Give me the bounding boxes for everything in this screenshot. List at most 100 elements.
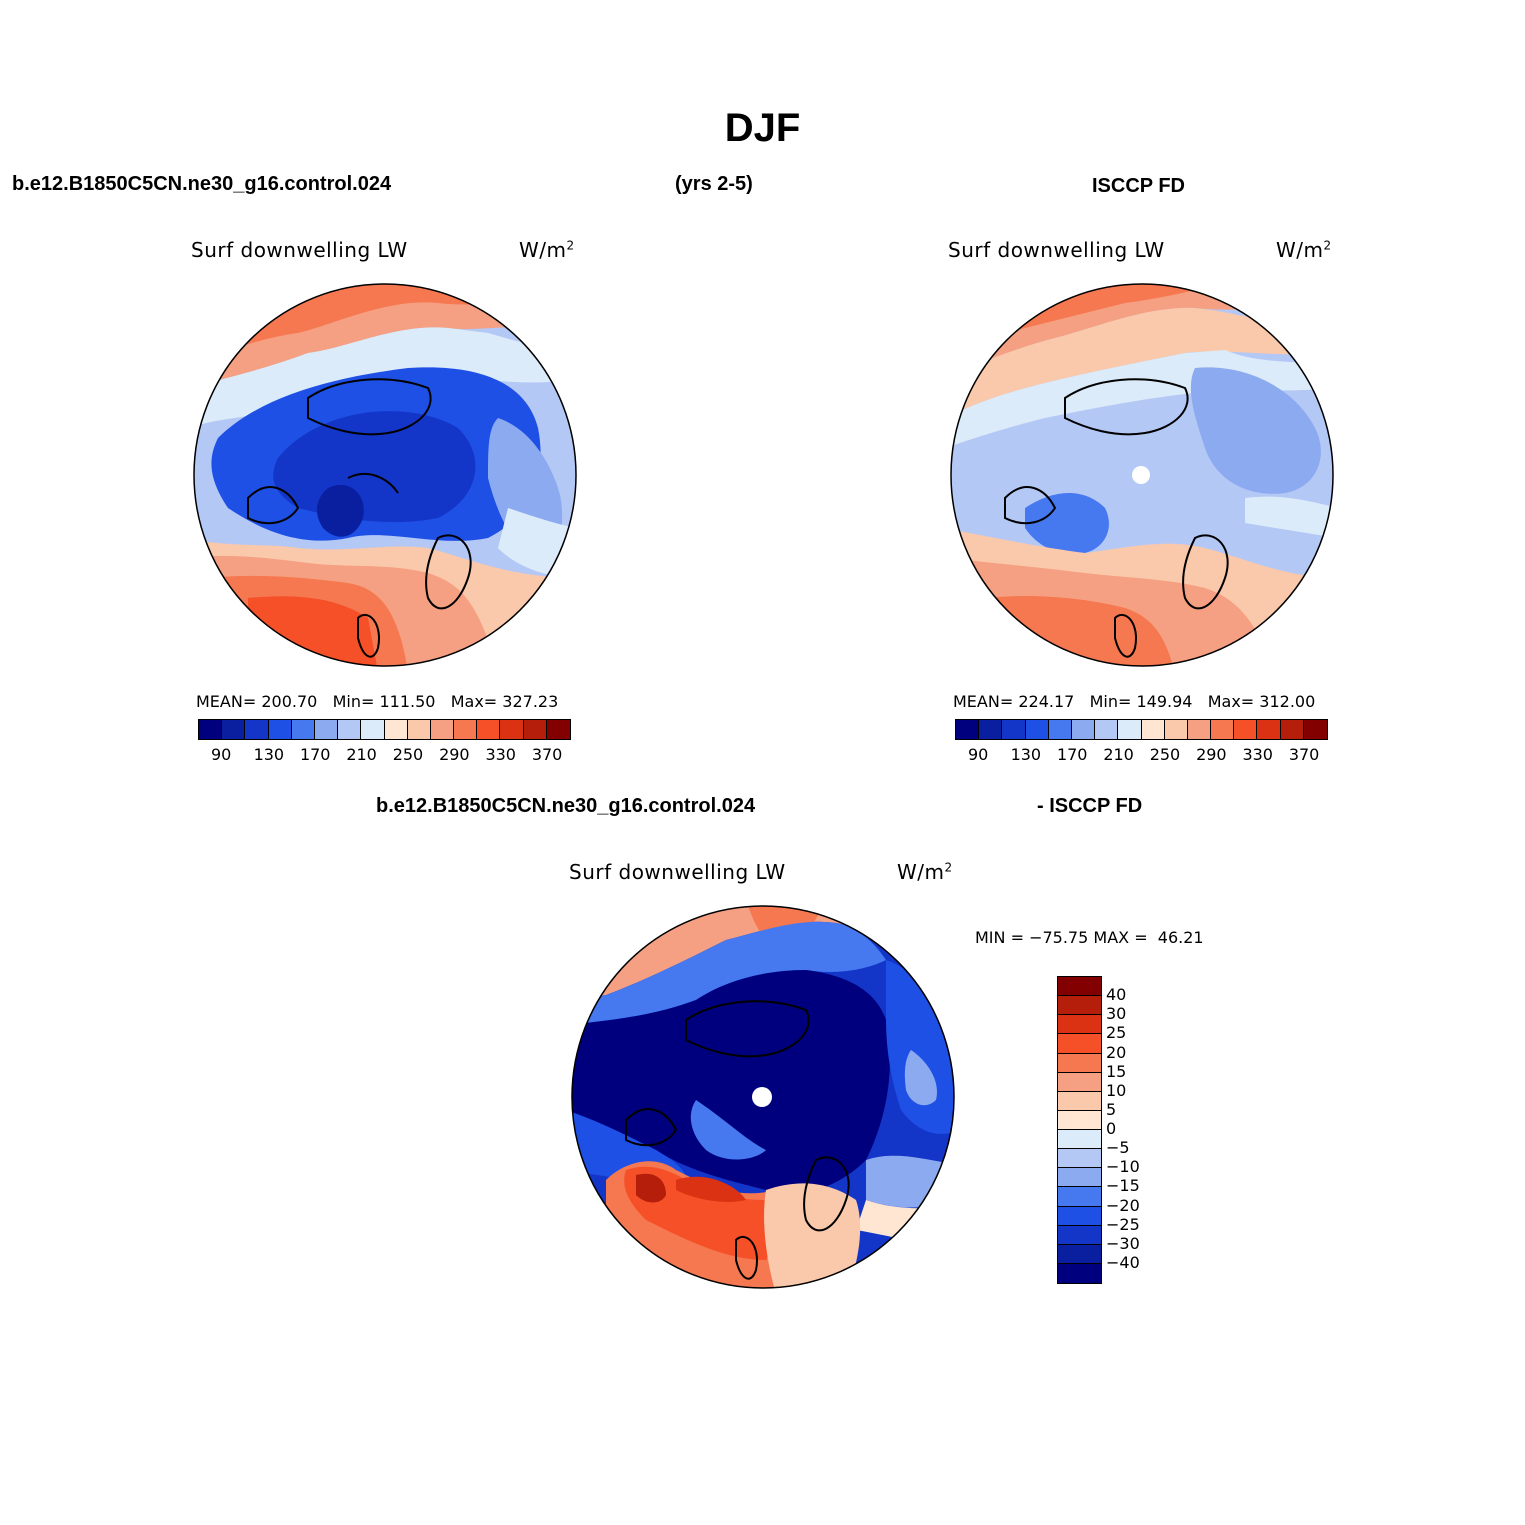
colorbar-tick-label: −15 [1106,1176,1140,1196]
colorbar-swatch [546,720,570,739]
panel2-stats: MEAN= 224.17 Min= 149.94 Max= 312.00 [953,692,1316,711]
colorbar-tick-label: 250 [392,745,424,764]
colorbar-swatch [245,720,269,739]
colorbar-tick-label: 25 [1106,1023,1127,1043]
colorbar-swatch [1058,1110,1101,1130]
colorbar-tick-label: 330 [485,745,516,764]
colorbar-tick-label: 290 [1196,745,1227,764]
diff-case-right: - ISCCP FD [1037,795,1143,817]
panel2-colorbar [955,719,1328,740]
colorbar-tick-label: 40 [1106,985,1127,1005]
colorbar-tick-label: −40 [1106,1252,1140,1272]
colorbar-swatch [1071,720,1096,739]
panel1-units: W/m2 [519,238,575,262]
colorbar-swatch [407,720,431,739]
colorbar-swatch [1058,1072,1101,1092]
colorbar-swatch [1058,1244,1101,1264]
colorbar-swatch [1058,1225,1101,1245]
colorbar-tick-label: 210 [1103,745,1134,764]
page-title: DJF [724,106,801,150]
colorbar-tick-label: 15 [1106,1061,1127,1081]
colorbar-tick-label: 170 [299,745,331,764]
colorbar-swatch [1058,977,1101,997]
colorbar-swatch [338,720,362,739]
colorbar-swatch [361,720,385,739]
colorbar-swatch [291,720,315,739]
panel3-polar-map [571,905,955,1289]
panel1-polar-map [193,283,577,667]
colorbar-tick-label: 5 [1106,1099,1117,1119]
colorbar-tick-label: 20 [1106,1042,1127,1062]
colorbar-swatch [1058,1091,1101,1111]
colorbar-swatch [1048,720,1072,739]
colorbar-swatch [1002,720,1026,739]
colorbar-swatch [500,720,524,739]
colorbar-swatch [1058,1168,1101,1188]
colorbar-swatch [1058,1034,1101,1054]
colorbar-swatch [1058,1015,1101,1035]
colorbar-tick-label: 0 [1106,1119,1117,1138]
colorbar-swatch [268,720,292,739]
panel1-field-label: Surf downwelling LW [191,238,408,262]
case-name-left: b.e12.B1850C5CN.ne30_g16.control.024 [12,173,392,195]
colorbar-swatch [1164,720,1188,739]
colorbar-tick-label: −10 [1106,1157,1140,1177]
colorbar-tick-label: 290 [439,745,470,764]
colorbar-swatch [1141,720,1165,739]
colorbar-swatch [1280,720,1304,739]
colorbar-swatch [1058,1263,1101,1283]
panel2-polar-map [950,283,1334,667]
panel1-colorbar [198,719,571,740]
colorbar-swatch [477,720,501,739]
colorbar-tick-label: 130 [1010,745,1042,764]
colorbar-swatch [384,720,408,739]
colorbar-swatch [956,720,980,739]
colorbar-swatch [199,720,223,739]
colorbar-tick-label: 30 [1106,1004,1127,1024]
colorbar-swatch [523,720,547,739]
obs-name-right: ISCCP FD [1092,175,1185,197]
colorbar-swatch [979,720,1003,739]
panel1-stats: MEAN= 200.70 Min= 111.50 Max= 327.23 [196,692,559,711]
colorbar-tick-label: 370 [1288,745,1320,764]
colorbar-tick-label: 130 [253,745,285,764]
colorbar-tick-label: 330 [1242,745,1273,764]
panel3-units: W/m2 [897,860,953,884]
colorbar-tick-label: 250 [1149,745,1181,764]
colorbar-tick-label: −25 [1106,1214,1140,1234]
colorbar-tick-label: 90 [968,745,989,764]
colorbar-tick-label: 170 [1056,745,1088,764]
colorbar-swatch [1187,720,1212,739]
years-label: (yrs 2-5) [675,173,753,195]
colorbar-swatch [1234,720,1258,739]
colorbar-tick-label: 10 [1106,1080,1127,1100]
colorbar-swatch [1058,1206,1101,1226]
colorbar-swatch [222,720,246,739]
colorbar-swatch [1211,720,1235,739]
panel2-units: W/m2 [1276,238,1332,262]
colorbar-swatch [1303,720,1327,739]
colorbar-swatch [1025,720,1049,739]
panel3-colorbar [1057,976,1102,1284]
colorbar-swatch [1257,720,1281,739]
panel2-field-label: Surf downwelling LW [948,238,1165,262]
diff-case-left: b.e12.B1850C5CN.ne30_g16.control.024 [376,795,756,817]
colorbar-swatch [1095,720,1119,739]
colorbar-swatch [454,720,478,739]
colorbar-tick-label: 90 [211,745,232,764]
panel3-field-label: Surf downwelling LW [569,860,786,884]
colorbar-swatch [1058,996,1101,1016]
colorbar-tick-label: 370 [531,745,563,764]
colorbar-tick-label: −30 [1106,1233,1140,1253]
colorbar-swatch [1058,1149,1101,1169]
panel3-stats: MIN = −75.75 MAX = 46.21 [975,928,1204,947]
colorbar-swatch [430,720,455,739]
colorbar-swatch [1058,1130,1101,1150]
colorbar-swatch [1118,720,1142,739]
colorbar-tick-label: −5 [1106,1138,1130,1158]
colorbar-swatch [1058,1187,1101,1207]
colorbar-swatch [314,720,339,739]
colorbar-tick-label: 210 [346,745,377,764]
colorbar-swatch [1058,1053,1101,1073]
colorbar-tick-label: −20 [1106,1195,1140,1215]
